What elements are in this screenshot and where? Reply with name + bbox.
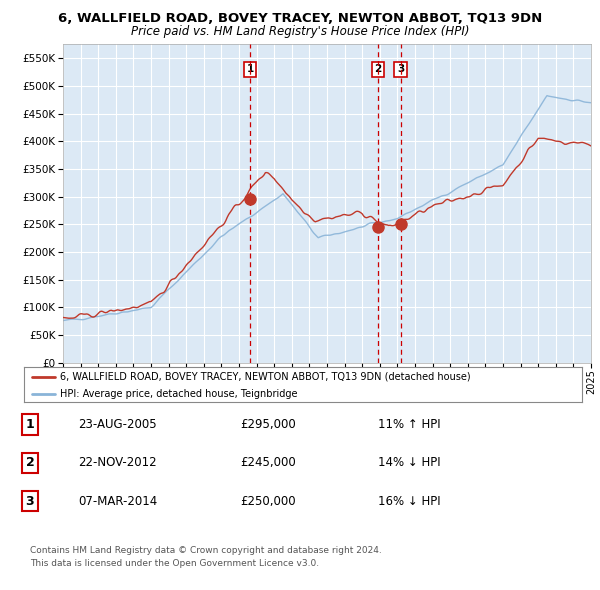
Text: 6, WALLFIELD ROAD, BOVEY TRACEY, NEWTON ABBOT, TQ13 9DN (detached house): 6, WALLFIELD ROAD, BOVEY TRACEY, NEWTON …	[60, 372, 471, 382]
Text: 11% ↑ HPI: 11% ↑ HPI	[378, 418, 440, 431]
Text: £250,000: £250,000	[240, 494, 296, 508]
Text: 3: 3	[397, 64, 404, 74]
Text: 2: 2	[374, 64, 382, 74]
Text: 22-NOV-2012: 22-NOV-2012	[78, 456, 157, 470]
Text: Contains HM Land Registry data © Crown copyright and database right 2024.: Contains HM Land Registry data © Crown c…	[30, 546, 382, 555]
Text: 14% ↓ HPI: 14% ↓ HPI	[378, 456, 440, 470]
Text: 23-AUG-2005: 23-AUG-2005	[78, 418, 157, 431]
Text: 2: 2	[26, 456, 34, 470]
Text: £245,000: £245,000	[240, 456, 296, 470]
Text: 1: 1	[247, 64, 254, 74]
Text: This data is licensed under the Open Government Licence v3.0.: This data is licensed under the Open Gov…	[30, 559, 319, 568]
Text: 6, WALLFIELD ROAD, BOVEY TRACEY, NEWTON ABBOT, TQ13 9DN: 6, WALLFIELD ROAD, BOVEY TRACEY, NEWTON …	[58, 12, 542, 25]
Text: £295,000: £295,000	[240, 418, 296, 431]
Text: 3: 3	[26, 494, 34, 508]
Text: 07-MAR-2014: 07-MAR-2014	[78, 494, 157, 508]
Text: HPI: Average price, detached house, Teignbridge: HPI: Average price, detached house, Teig…	[60, 389, 298, 398]
Text: 16% ↓ HPI: 16% ↓ HPI	[378, 494, 440, 508]
Text: 1: 1	[26, 418, 34, 431]
Text: Price paid vs. HM Land Registry's House Price Index (HPI): Price paid vs. HM Land Registry's House …	[131, 25, 469, 38]
